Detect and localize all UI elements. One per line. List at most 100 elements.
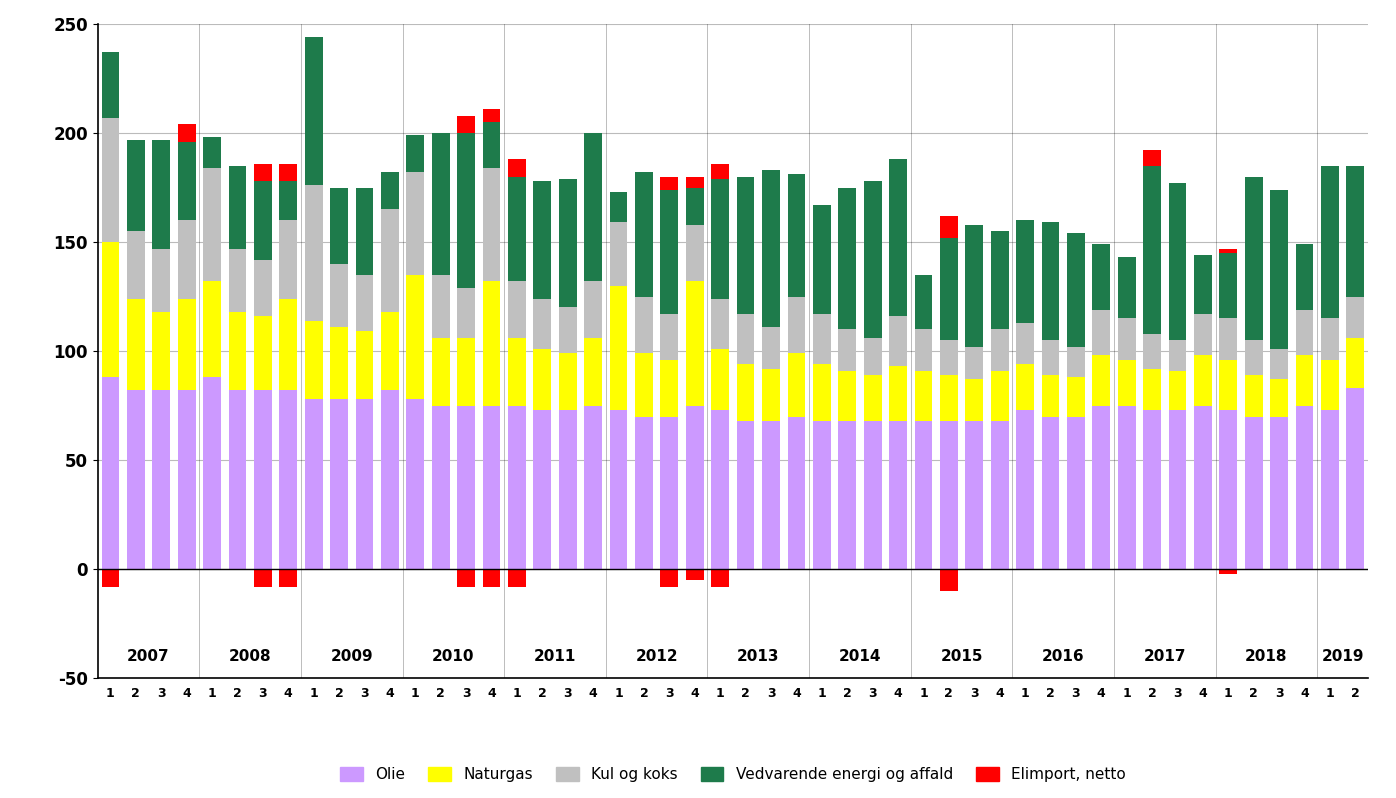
Text: 2010: 2010 — [433, 649, 475, 664]
Bar — [204, 282, 221, 377]
Bar — [1194, 405, 1212, 569]
Bar — [1067, 347, 1085, 377]
Bar — [1220, 569, 1237, 574]
Bar — [812, 314, 831, 364]
Bar — [558, 410, 577, 569]
Bar — [1041, 223, 1060, 340]
Legend: Olie, Naturgas, Kul og koks, Vedvarende energi og affald, Elimport, netto: Olie, Naturgas, Kul og koks, Vedvarende … — [341, 767, 1125, 782]
Bar — [585, 133, 602, 282]
Bar — [1143, 334, 1161, 369]
Bar — [229, 390, 246, 569]
Bar — [356, 331, 373, 399]
Bar — [204, 168, 221, 282]
Bar — [102, 242, 119, 377]
Bar — [406, 135, 424, 172]
Bar — [177, 142, 195, 220]
Bar — [1270, 417, 1289, 569]
Bar — [712, 179, 729, 298]
Bar — [1347, 166, 1364, 297]
Bar — [889, 366, 907, 421]
Bar — [458, 569, 475, 587]
Bar — [483, 109, 500, 122]
Bar — [152, 390, 170, 569]
Text: 2019: 2019 — [1322, 649, 1364, 664]
Bar — [966, 347, 983, 380]
Bar — [1016, 322, 1034, 364]
Bar — [991, 421, 1008, 569]
Bar — [483, 405, 500, 569]
Bar — [177, 124, 195, 142]
Bar — [635, 417, 653, 569]
Bar — [1245, 340, 1262, 375]
Bar — [177, 220, 195, 298]
Bar — [254, 164, 272, 181]
Bar — [331, 264, 348, 327]
Bar — [1118, 318, 1135, 360]
Bar — [458, 405, 475, 569]
Bar — [762, 421, 780, 569]
Bar — [254, 259, 272, 316]
Bar — [660, 176, 678, 190]
Bar — [610, 192, 627, 223]
Bar — [254, 569, 272, 587]
Bar — [406, 172, 424, 275]
Bar — [585, 338, 602, 405]
Bar — [458, 338, 475, 405]
Bar — [458, 133, 475, 288]
Bar — [304, 37, 322, 185]
Bar — [127, 140, 145, 231]
Bar — [762, 369, 780, 421]
Bar — [1295, 405, 1314, 569]
Bar — [1295, 355, 1314, 405]
Bar — [1041, 375, 1060, 417]
Bar — [508, 338, 526, 405]
Bar — [1143, 151, 1161, 166]
Bar — [254, 316, 272, 390]
Bar — [660, 569, 678, 587]
Bar — [1093, 310, 1110, 355]
Bar — [102, 377, 119, 569]
Bar — [812, 364, 831, 421]
Bar — [685, 282, 704, 405]
Bar — [712, 298, 729, 349]
Bar — [508, 569, 526, 587]
Bar — [1093, 244, 1110, 310]
Bar — [431, 133, 450, 275]
Bar — [356, 188, 373, 275]
Bar — [712, 349, 729, 410]
Bar — [787, 354, 805, 417]
Bar — [991, 330, 1008, 371]
Text: 2009: 2009 — [331, 649, 373, 664]
Bar — [1321, 318, 1339, 360]
Bar — [1168, 340, 1187, 371]
Text: 2017: 2017 — [1143, 649, 1187, 664]
Bar — [127, 390, 145, 569]
Bar — [1347, 338, 1364, 388]
Bar — [1168, 410, 1187, 569]
Bar — [685, 176, 704, 188]
Bar — [712, 569, 729, 587]
Bar — [1194, 355, 1212, 405]
Bar — [331, 399, 348, 569]
Text: 2014: 2014 — [839, 649, 881, 664]
Bar — [279, 569, 297, 587]
Bar — [940, 569, 958, 591]
Bar — [914, 330, 933, 371]
Bar — [1347, 388, 1364, 569]
Bar — [610, 286, 627, 410]
Bar — [533, 181, 551, 298]
Bar — [787, 417, 805, 569]
Bar — [558, 179, 577, 307]
Bar — [966, 224, 983, 347]
Bar — [914, 371, 933, 421]
Bar — [508, 176, 526, 282]
Bar — [381, 312, 399, 390]
Bar — [229, 166, 246, 249]
Bar — [483, 168, 500, 282]
Bar — [1093, 355, 1110, 405]
Bar — [102, 118, 119, 242]
Bar — [508, 405, 526, 569]
Bar — [254, 390, 272, 569]
Bar — [177, 298, 195, 390]
Bar — [1041, 417, 1060, 569]
